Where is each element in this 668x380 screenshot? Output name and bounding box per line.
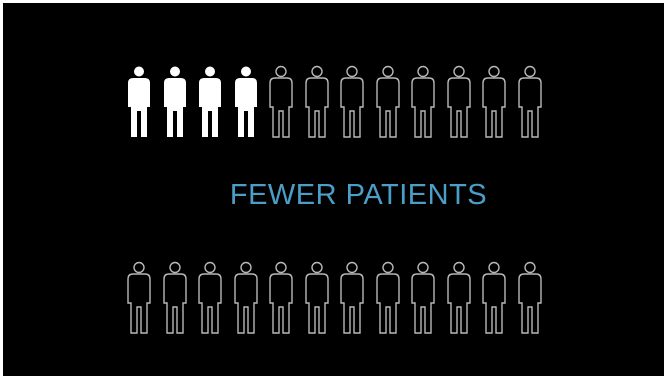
person-icon-outline <box>266 261 296 335</box>
person-icon-outline <box>408 261 438 335</box>
patient-row-bottom <box>124 261 554 335</box>
person-icon-outline <box>479 261 509 335</box>
person-icon-outline <box>408 65 438 139</box>
person-icon-highlighted <box>160 65 190 139</box>
person-icon-outline <box>444 65 474 139</box>
caption: FEWER PATIENTS <box>229 179 488 211</box>
person-icon-outline <box>444 261 474 335</box>
person-icon-outline <box>266 65 296 139</box>
person-icon-outline <box>302 65 332 139</box>
person-icon-outline <box>160 261 190 335</box>
person-icon-outline <box>302 261 332 335</box>
person-icon-outline <box>515 65 545 139</box>
person-icon-outline <box>231 261 261 335</box>
person-icon-outline <box>515 261 545 335</box>
person-icon-outline <box>337 65 367 139</box>
patient-row-top <box>124 65 554 139</box>
person-icon-outline <box>373 65 403 139</box>
person-icon-outline <box>124 261 154 335</box>
person-icon-highlighted <box>195 65 225 139</box>
person-icon-outline <box>337 261 367 335</box>
person-icon-highlighted <box>124 65 154 139</box>
person-icon-outline <box>479 65 509 139</box>
slide: FEWER PATIENTS <box>3 3 664 376</box>
person-icon-outline <box>373 261 403 335</box>
person-icon-outline <box>195 261 225 335</box>
person-icon-highlighted <box>231 65 261 139</box>
